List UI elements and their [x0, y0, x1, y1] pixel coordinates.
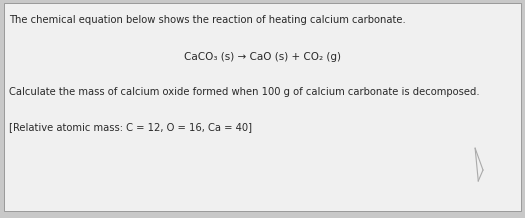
Text: CaCO₃ (s) → CaO (s) + CO₂ (g): CaCO₃ (s) → CaO (s) + CO₂ (g) — [184, 52, 341, 62]
FancyBboxPatch shape — [4, 3, 521, 211]
Text: [Relative atomic mass: C = 12, O = 16, Ca = 40]: [Relative atomic mass: C = 12, O = 16, C… — [9, 122, 253, 132]
Text: The chemical equation below shows the reaction of heating calcium carbonate.: The chemical equation below shows the re… — [9, 15, 406, 25]
Text: Calculate the mass of calcium oxide formed when 100 g of calcium carbonate is de: Calculate the mass of calcium oxide form… — [9, 87, 480, 97]
